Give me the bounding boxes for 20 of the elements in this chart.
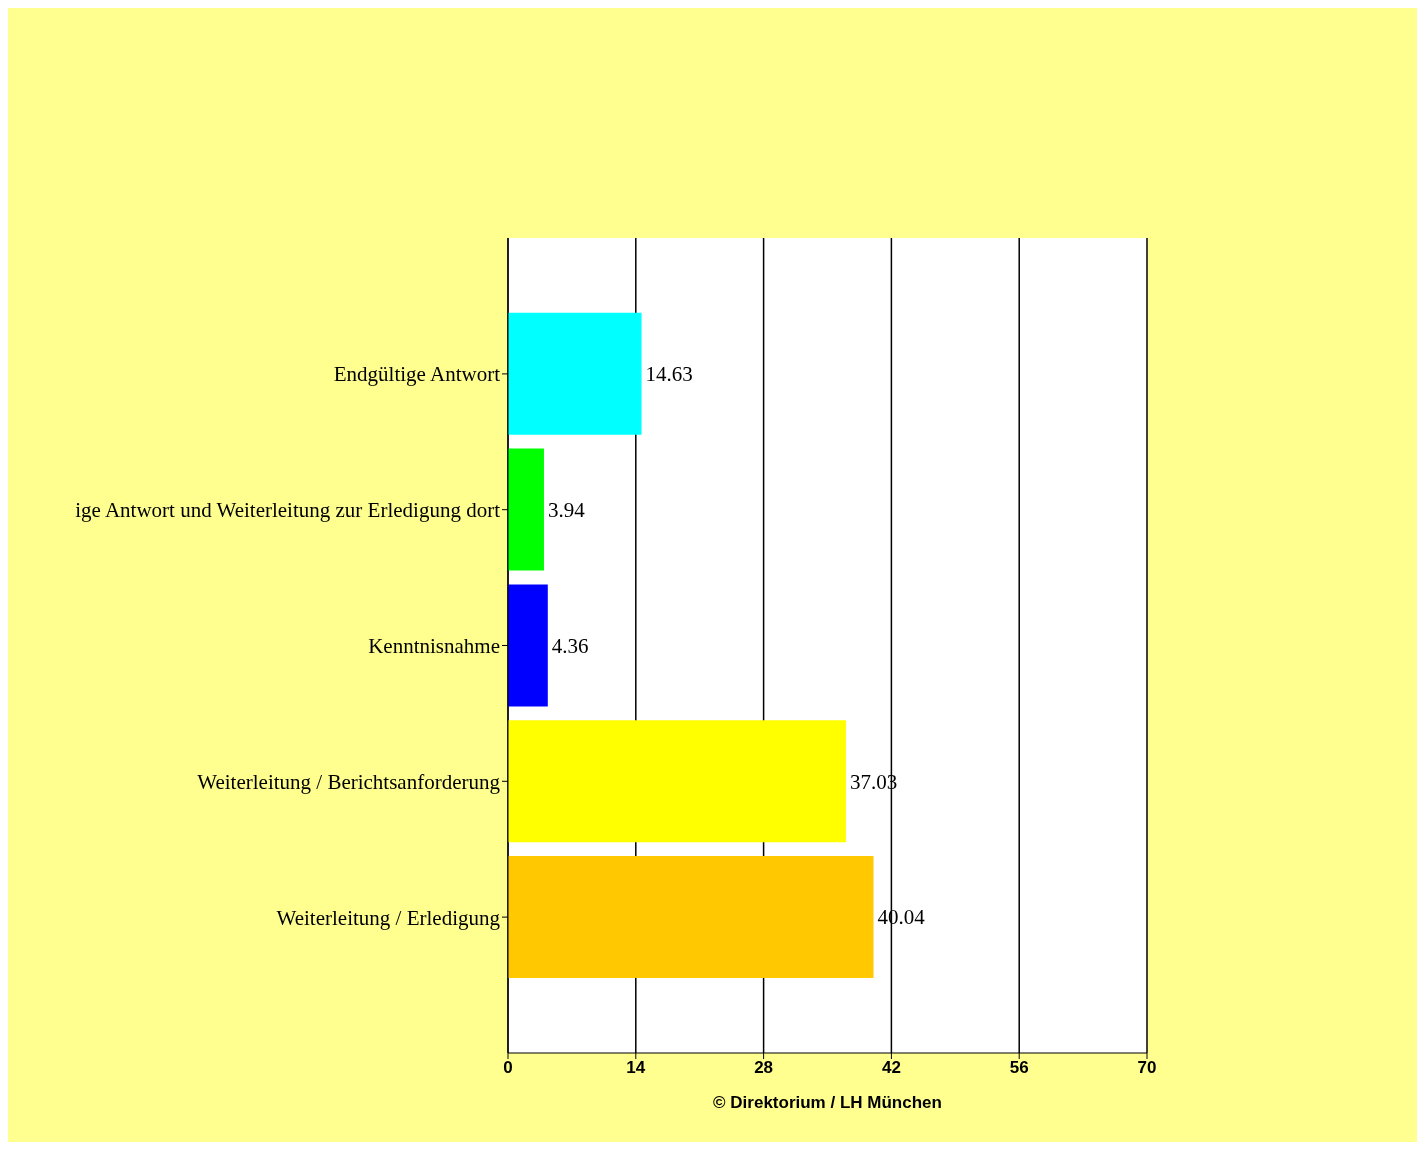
bar bbox=[508, 312, 642, 435]
y-tick-label: ige Antwort und Weiterleitung zur Erledigung dort bbox=[75, 498, 501, 523]
x-tick-label: 42 bbox=[881, 1058, 901, 1078]
y-tick-label: Weiterleitung / Berichtsanforderung bbox=[197, 769, 501, 794]
bar bbox=[508, 448, 544, 571]
text: © Direktorium / LH München bbox=[712, 1093, 943, 1113]
data-label: 3.94 bbox=[547, 498, 586, 523]
x-tick-label: 14 bbox=[626, 1058, 646, 1078]
x-tick-label: 70 bbox=[1137, 1058, 1157, 1078]
y-tick-label: Weiterleitung / Erledigung bbox=[276, 905, 501, 930]
bar bbox=[508, 720, 847, 843]
data-label: 4.36 bbox=[551, 633, 589, 658]
x-tick-label: 0 bbox=[503, 1058, 513, 1078]
y-tick-label: Kenntnisnahme bbox=[368, 633, 500, 658]
data-label: 14.63 bbox=[645, 362, 693, 387]
x-tick-label: 56 bbox=[1009, 1058, 1029, 1078]
x-tick-label: 28 bbox=[754, 1058, 774, 1078]
y-tick-label: Endgültige Antwort bbox=[333, 362, 501, 387]
bar bbox=[508, 584, 548, 707]
bar bbox=[508, 855, 874, 978]
